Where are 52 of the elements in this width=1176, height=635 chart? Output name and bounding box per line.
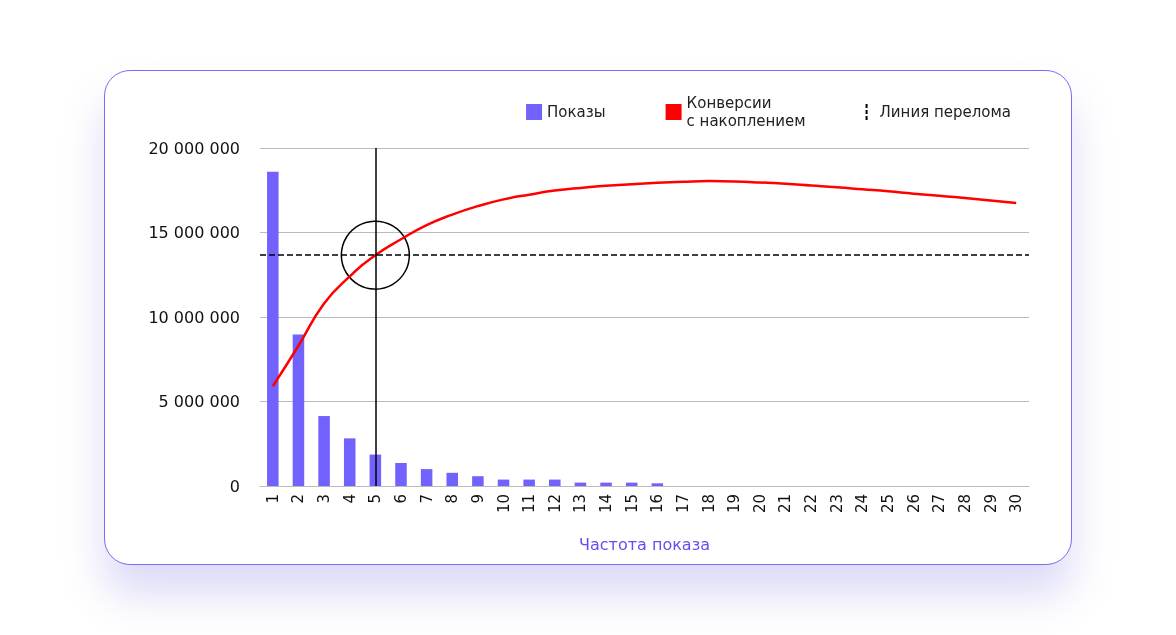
y-tick-label: 0 bbox=[229, 476, 240, 496]
line-series bbox=[271, 179, 1018, 388]
y-tick-label: 20 000 000 bbox=[148, 138, 240, 158]
y-tick-label: 15 000 000 bbox=[148, 223, 240, 242]
x-tick-label: 28 bbox=[955, 494, 974, 514]
bar bbox=[549, 479, 561, 486]
bar bbox=[472, 476, 484, 486]
x-tick-label: 27 bbox=[930, 494, 949, 514]
x-tick-label: 4 bbox=[340, 494, 359, 504]
x-tick-label: 14 bbox=[597, 494, 616, 514]
x-tick-label: 2 bbox=[289, 494, 308, 504]
x-tick-label: 24 bbox=[853, 494, 872, 514]
x-tick-label: 10 bbox=[494, 494, 513, 514]
bar bbox=[446, 472, 459, 486]
x-tick-label: 9 bbox=[468, 494, 487, 504]
bar bbox=[292, 334, 305, 486]
x-tick-label: 3 bbox=[315, 494, 334, 504]
x-tick-label: 11 bbox=[520, 494, 539, 514]
x-tick-label: 6 bbox=[391, 494, 410, 504]
bar bbox=[267, 171, 279, 486]
x-tick-label: 29 bbox=[981, 494, 1000, 514]
bar bbox=[523, 479, 535, 486]
x-tick-label: 12 bbox=[545, 494, 564, 514]
bar bbox=[343, 438, 356, 486]
x-tick-label: 19 bbox=[725, 494, 744, 514]
bar bbox=[318, 416, 330, 486]
x-tick-label: 30 bbox=[1007, 494, 1026, 514]
x-tick-label: 25 bbox=[879, 494, 898, 514]
bar bbox=[420, 469, 433, 486]
x-tick-label: 8 bbox=[443, 494, 462, 504]
y-tick-label: 10 000 000 bbox=[148, 307, 240, 327]
x-tick-label: 20 bbox=[750, 494, 769, 514]
x-tick-label: 1 bbox=[263, 494, 282, 504]
x-tick-label: 13 bbox=[571, 494, 590, 514]
x-tick-label: 15 bbox=[622, 494, 641, 514]
x-axis-title: Частота показа bbox=[579, 534, 710, 554]
bar bbox=[395, 463, 407, 486]
x-tick-label: 5 bbox=[366, 494, 385, 504]
legend-label: Показы bbox=[547, 103, 606, 121]
x-tick-label: 26 bbox=[904, 494, 923, 514]
x-tick-label: 18 bbox=[699, 494, 718, 514]
y-tick-label: 5 000 000 bbox=[158, 392, 240, 411]
x-tick-label: 23 bbox=[827, 494, 846, 514]
x-tick-label: 21 bbox=[776, 494, 795, 514]
bar bbox=[651, 483, 664, 486]
x-tick-label: 16 bbox=[648, 494, 667, 514]
x-tick-label: 7 bbox=[417, 494, 436, 504]
x-tick-label: 22 bbox=[802, 494, 821, 514]
bar bbox=[600, 482, 612, 486]
legend-label: Конверсии с накоплением bbox=[686, 94, 806, 130]
legend-label: Линия перелома bbox=[879, 103, 1011, 121]
x-tick-label: 17 bbox=[673, 494, 692, 514]
